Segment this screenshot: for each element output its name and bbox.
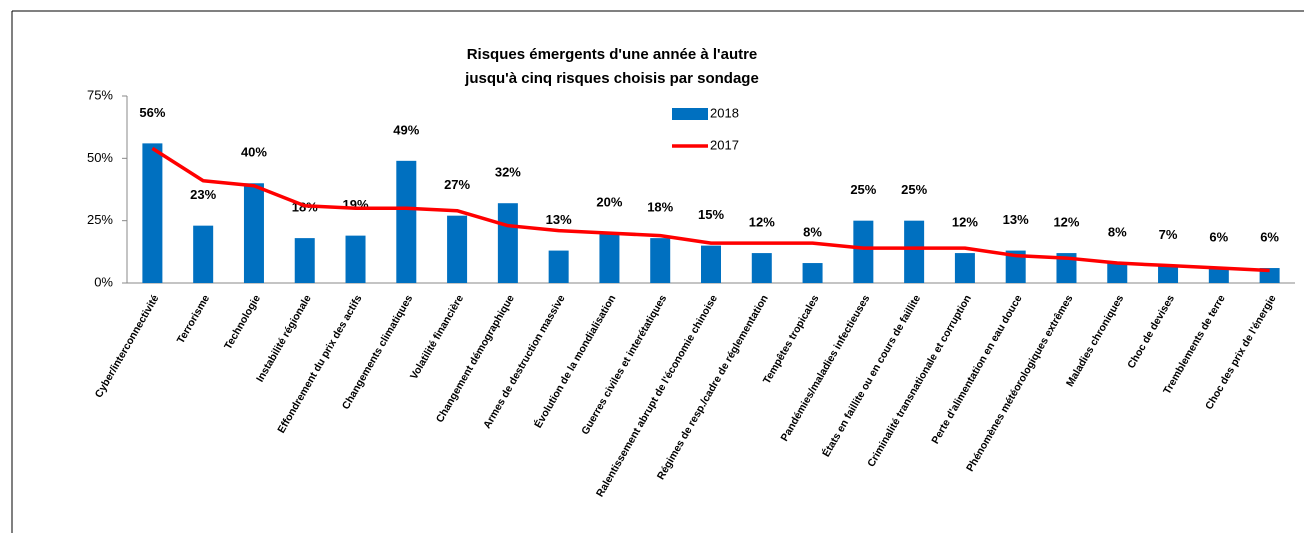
bar — [447, 215, 468, 283]
bar — [802, 263, 823, 283]
x-tick-label: Guerres civiles et interétatiques — [579, 293, 669, 437]
data-label: 8% — [1108, 224, 1127, 239]
data-label: 12% — [952, 215, 978, 230]
bar — [1208, 268, 1229, 283]
data-label: 25% — [901, 182, 927, 197]
legend-label: 2017 — [710, 137, 739, 152]
chart-title: Risques émergents d'une année à l'autre — [467, 46, 758, 63]
data-label: 40% — [241, 145, 267, 160]
y-tick-label: 75% — [87, 87, 113, 102]
data-label: 27% — [444, 177, 470, 192]
data-label: 18% — [647, 200, 673, 215]
data-label: 49% — [393, 122, 419, 137]
x-tick-label: Tempêtes tropicales — [761, 293, 822, 386]
x-tick-label: Phénomènes météorologiques extrêmes — [964, 293, 1075, 474]
bar — [193, 225, 214, 283]
bar — [751, 253, 772, 283]
chart-subtitle: jusqu'à cinq risques choisis par sondage — [464, 70, 759, 87]
bar — [853, 220, 874, 283]
bar — [294, 238, 315, 283]
bar — [1158, 265, 1179, 283]
bar — [142, 143, 163, 283]
bar — [497, 203, 518, 283]
data-label: 12% — [1053, 215, 1079, 230]
data-label: 12% — [749, 215, 775, 230]
x-tick-label: Choc de devises — [1125, 293, 1177, 371]
bar — [1056, 253, 1077, 283]
bar — [904, 220, 925, 283]
x-tick-label: Régimes de resp./cadre de réglementation — [655, 293, 771, 482]
data-label: 20% — [596, 195, 622, 210]
data-label: 6% — [1209, 229, 1228, 244]
x-tick-label: Terrorisme — [175, 293, 213, 346]
x-tick-label: Effondrement du prix des actifs — [275, 293, 364, 436]
data-label: 7% — [1159, 227, 1178, 242]
data-label: 56% — [139, 105, 165, 120]
x-tick-label: Volatilité financière — [408, 293, 466, 382]
x-tick-label: Maladies chroniques — [1064, 293, 1126, 389]
bar — [345, 235, 366, 283]
y-tick-label: 50% — [87, 150, 113, 165]
bar — [1107, 263, 1128, 283]
line — [151, 146, 1270, 273]
bar — [1005, 250, 1026, 283]
x-tick-label: Cyber/interconnectivité — [93, 293, 162, 400]
data-label: 8% — [803, 224, 822, 239]
data-label: 32% — [495, 165, 521, 180]
y-tick-label: 0% — [94, 274, 113, 289]
data-label: 23% — [190, 187, 216, 202]
y-tick-label: 25% — [87, 212, 113, 227]
data-label: 15% — [698, 207, 724, 222]
bar — [396, 160, 417, 283]
x-tick-label: États en faillite ou en cours de faillit… — [819, 292, 923, 459]
bar — [548, 250, 569, 283]
x-tick-label: Perte d'alimentation en eau douce — [929, 293, 1024, 446]
data-label: 13% — [546, 212, 572, 227]
bar — [650, 238, 671, 283]
data-label: 6% — [1260, 229, 1279, 244]
data-label: 25% — [850, 182, 876, 197]
x-tick-label: Criminalité transnationale et corruption — [865, 293, 974, 469]
x-tick-label: Instabilité régionale — [254, 293, 314, 385]
bar — [599, 233, 620, 283]
x-tick-label: Technologie — [222, 293, 263, 352]
x-tick-label: Évolution de la mondialisation — [531, 292, 618, 430]
data-label: 13% — [1003, 212, 1029, 227]
x-tick-label: Pandémies/maladies infectieuses — [779, 293, 873, 444]
legend-swatch — [672, 108, 708, 120]
legend-label: 2018 — [710, 105, 739, 120]
bar — [701, 245, 721, 283]
bar — [243, 183, 264, 283]
bar — [954, 253, 975, 283]
